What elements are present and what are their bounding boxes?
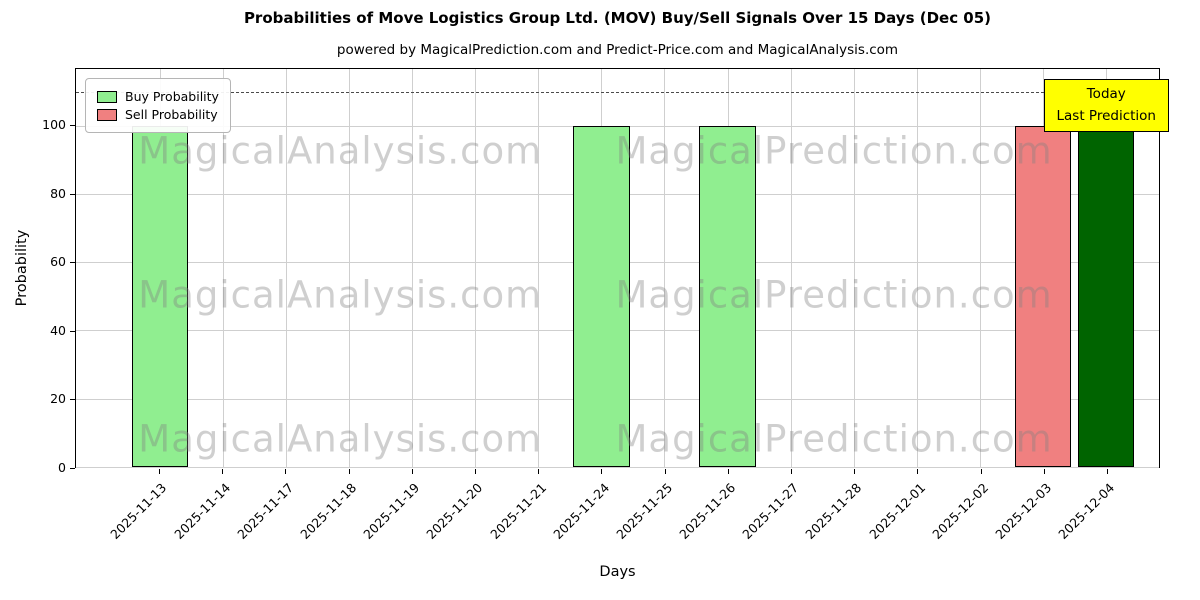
gridline-vertical (916, 69, 918, 467)
dashed-threshold-line (76, 91, 1159, 93)
bar-buy-2025-11-24 (573, 125, 630, 467)
x-tick-mark (601, 469, 603, 474)
legend-label-sell: Sell Probability (125, 107, 218, 122)
watermark-text: MagicalAnalysis.com (138, 273, 543, 317)
chart-title: Probabilities of Move Logistics Group Lt… (243, 9, 992, 27)
plot-area: Buy Probability Sell Probability Today L… (75, 68, 1169, 468)
annotation-line-1: Today (1086, 86, 1126, 102)
y-tick-mark (70, 193, 75, 195)
x-tick-mark (980, 469, 982, 474)
x-tick-mark (917, 469, 919, 474)
gridline-vertical (475, 69, 477, 467)
y-tick-label: 0 (58, 460, 66, 475)
x-tick-label-text: 2025-11-19 (360, 480, 423, 542)
watermark-text: MagicalAnalysis.com (138, 417, 543, 461)
watermark-text: MagicalPrediction.com (615, 417, 1053, 461)
bar-today-buy-2025-12-04 (1077, 125, 1135, 467)
x-tick-label-text: 2025-11-24 (549, 480, 612, 542)
x-tick-label-text: 2025-11-17 (234, 480, 297, 542)
x-tick-label-text: 2025-11-26 (676, 480, 739, 542)
x-tick-mark (538, 469, 540, 474)
x-tick-label-text: 2025-11-13 (107, 480, 170, 542)
y-tick-label: 80 (50, 185, 66, 201)
gridline-vertical (979, 69, 981, 467)
x-tick-mark (1043, 469, 1045, 474)
x-tick-mark (285, 469, 287, 474)
legend: Buy Probability Sell Probability (85, 78, 231, 133)
bar-sell-2025-12-03 (1014, 125, 1072, 467)
annotation-line-2: Last Prediction (1056, 108, 1156, 125)
y-tick-mark (70, 330, 75, 332)
legend-item-buy: Buy Probability (97, 89, 219, 104)
x-tick-label-text: 2025-12-04 (1055, 480, 1118, 542)
gridline-horizontal (76, 467, 1159, 468)
x-tick-mark (1106, 469, 1108, 474)
x-tick-label-text: 2025-11-18 (297, 480, 360, 542)
x-tick-label-text: 2025-11-25 (613, 480, 676, 542)
y-tick-mark (70, 399, 75, 401)
bar-buy-2025-11-26 (699, 125, 756, 467)
x-tick-mark (664, 469, 666, 474)
watermark-text: MagicalPrediction.com (615, 129, 1053, 173)
x-tick-mark (854, 469, 856, 474)
x-tick-label-text: 2025-11-27 (739, 480, 802, 542)
x-tick-label-text: 2025-12-03 (992, 480, 1055, 542)
x-tick-mark (411, 469, 413, 474)
gridline-vertical (286, 69, 288, 467)
gridline-vertical (790, 69, 792, 467)
legend-label-buy: Buy Probability (125, 89, 219, 104)
y-tick-label: 20 (50, 391, 66, 407)
x-tick-mark (475, 469, 476, 474)
x-tick-mark (348, 469, 350, 474)
y-tick-mark (70, 468, 75, 469)
gridline-vertical (538, 69, 540, 467)
gridline-vertical (349, 69, 351, 467)
x-tick-mark (222, 469, 224, 474)
chart-subtitle: powered by MagicalPrediction.com and Pre… (336, 42, 899, 58)
gridline-vertical (664, 69, 666, 467)
gridline-vertical (412, 69, 414, 467)
y-tick-label: 100 (42, 116, 66, 132)
x-tick-mark (727, 469, 729, 474)
bar-buy-2025-11-13 (131, 125, 189, 467)
y-tick-mark (70, 262, 75, 264)
x-tick-label-text: 2025-12-01 (865, 480, 928, 542)
watermark-text: MagicalAnalysis.com (138, 129, 543, 173)
buy-swatch-icon (97, 90, 117, 103)
gridline-vertical (853, 69, 855, 467)
y-tick-label: 60 (50, 254, 66, 270)
x-tick-mark (790, 469, 792, 474)
watermark-text: MagicalPrediction.com (615, 273, 1053, 317)
x-tick-label-text: 2025-11-21 (486, 480, 549, 542)
x-axis-label: Days (599, 564, 636, 580)
y-tick-mark (70, 124, 75, 126)
y-tick-label: 40 (50, 322, 66, 338)
x-tick-label-text: 2025-11-28 (802, 480, 865, 542)
x-tick-label-text: 2025-11-20 (423, 480, 486, 542)
x-tick-mark (159, 469, 161, 474)
x-tick-label-text: 2025-12-02 (929, 480, 992, 542)
today-annotation: Today Last Prediction (1043, 79, 1169, 132)
sell-swatch-icon (97, 108, 117, 121)
x-tick-label-text: 2025-11-14 (170, 480, 233, 542)
gridline-vertical (222, 69, 224, 467)
legend-item-sell: Sell Probability (97, 107, 219, 122)
